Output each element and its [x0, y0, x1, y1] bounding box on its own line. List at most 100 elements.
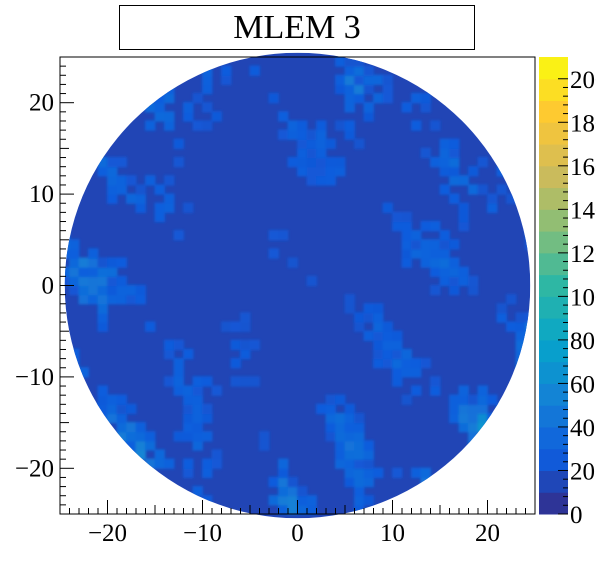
heatmap-cell: [363, 303, 374, 314]
heatmap-cell: [278, 495, 289, 506]
heatmap-cell: [439, 257, 450, 268]
heatmap-cell: [373, 467, 384, 479]
heatmap-cell: [192, 422, 203, 433]
heatmap-cell: [287, 495, 298, 506]
heatmap-cell: [192, 412, 203, 424]
heatmap-cell: [192, 431, 203, 442]
heatmap-cell: [325, 412, 336, 424]
heatmap-cell: [354, 504, 365, 515]
heatmap-cell: [496, 166, 507, 177]
heatmap-cell: [430, 376, 441, 387]
heatmap-cell: [192, 120, 203, 131]
heatmap-cell: [88, 257, 99, 268]
heatmap-cell: [145, 175, 156, 186]
heatmap-cell: [344, 303, 355, 314]
heatmap-cell: [202, 467, 213, 479]
heatmap-cell: [344, 476, 355, 488]
heatmap-cell: [335, 166, 346, 177]
heatmap-cell: [211, 111, 222, 122]
heatmap-cell: [278, 486, 289, 497]
heatmap-cell: [373, 92, 384, 104]
heatmap-cell: [316, 147, 327, 159]
heatmap-cell: [126, 403, 137, 415]
heatmap-cell: [107, 284, 118, 296]
heatmap-cell: [107, 193, 118, 204]
colorbar-segment: [539, 383, 568, 406]
heatmap-cell: [97, 394, 108, 405]
heatmap-cell: [154, 211, 165, 223]
heatmap-cell: [335, 120, 346, 131]
heatmap-cell: [287, 486, 298, 497]
heatmap-cell: [344, 403, 355, 415]
heatmap-cell: [515, 348, 526, 360]
heatmap-cell: [297, 504, 308, 515]
colorbar-tick-label: 160: [570, 154, 596, 181]
heatmap-cell: [515, 321, 526, 332]
x-axis: −20 −10 0 10 20: [59, 500, 536, 547]
heatmap-cell: [221, 321, 232, 332]
heatmap-cell: [135, 202, 146, 213]
heatmap-cell: [430, 120, 441, 131]
heatmap-cell: [78, 284, 89, 296]
heatmap-cell: [135, 422, 146, 433]
colorbar-tick-label: 60: [570, 371, 595, 398]
heatmap-cell: [164, 83, 175, 95]
heatmap-cell: [88, 284, 99, 296]
heatmap-cell: [363, 440, 374, 451]
heatmap-cell: [354, 486, 365, 497]
heatmap-cell: [107, 257, 118, 268]
heatmap-cell: [278, 504, 289, 515]
heatmap-cell: [287, 476, 298, 488]
heatmap-cell: [230, 358, 241, 369]
heatmap-cell: [202, 431, 213, 442]
heatmap-cell: [458, 385, 469, 396]
heatmap-cell: [135, 184, 146, 195]
heatmap-cell: [449, 239, 460, 250]
x-tick-label: −10: [183, 520, 222, 547]
heatmap-cell: [64, 230, 70, 241]
y-axis: −20 −10 0 10 20: [15, 56, 74, 515]
heatmap-cell: [192, 394, 203, 405]
heatmap-cell: [64, 266, 70, 277]
y-tick-label: −10: [15, 364, 54, 391]
heatmap-cell: [401, 367, 412, 378]
heatmap-cell: [287, 257, 298, 268]
heatmap-cell: [154, 449, 165, 460]
heatmap-cell: [287, 504, 298, 515]
colorbar-tick-label: 20: [570, 458, 595, 485]
heatmap-cell: [449, 156, 460, 168]
heatmap-cell: [97, 284, 108, 296]
heatmap-cell: [154, 184, 165, 195]
heatmap-cell: [325, 156, 336, 168]
heatmap-cell: [420, 358, 431, 369]
colorbar-tick-label: 140: [570, 197, 596, 224]
heatmap-cell: [183, 348, 194, 360]
heatmap-cell: [202, 412, 213, 424]
heatmap-cell: [401, 257, 412, 268]
heatmap-cell: [525, 220, 531, 232]
heatmap-cell: [107, 294, 118, 305]
heatmap-cell: [449, 266, 460, 277]
heatmap-cell: [430, 257, 441, 268]
heatmap-cell: [354, 65, 365, 76]
heatmap-cell: [382, 83, 393, 95]
y-tick-label: 20: [29, 90, 54, 117]
heatmap-cell: [173, 431, 184, 442]
heatmap-cell: [439, 138, 450, 149]
heatmap-cell: [154, 458, 165, 469]
colorbar-tick-label: 100: [570, 284, 596, 311]
heatmap-cell: [325, 431, 336, 442]
heatmap-cell: [173, 385, 184, 396]
heatmap-cell: [477, 394, 488, 405]
heatmap-cell: [439, 248, 450, 259]
heatmap-cell: [515, 193, 526, 204]
heatmap-cell: [525, 239, 531, 250]
heatmap-cell: [325, 403, 336, 415]
heatmap-cell: [458, 412, 469, 424]
heatmap-cell: [107, 166, 118, 177]
heatmap-cell: [344, 422, 355, 433]
heatmap-cell: [126, 193, 137, 204]
heatmap-cell: [316, 166, 327, 177]
heatmap-cell: [401, 211, 412, 223]
